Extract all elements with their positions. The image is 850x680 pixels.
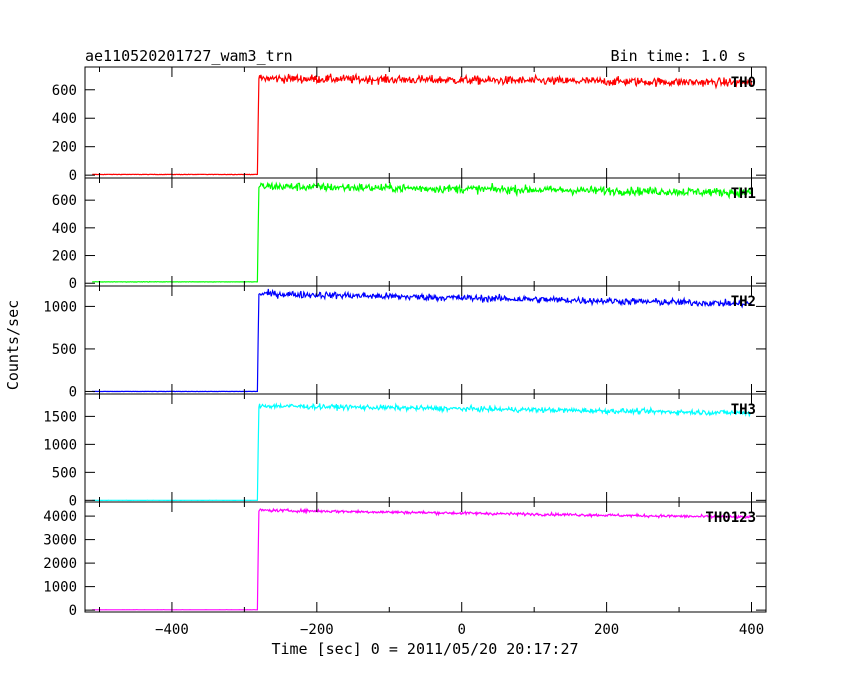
x-tick-label: 400	[739, 622, 764, 638]
x-tick-label: −200	[300, 622, 334, 638]
figure-title: ae110520201727_wam3_trn	[85, 47, 293, 65]
y-tick-label: 1500	[43, 409, 77, 425]
series-line-th0	[92, 72, 753, 176]
panel-frame	[84, 501, 767, 613]
y-tick-label: 200	[52, 249, 77, 265]
x-tick-label: 0	[458, 622, 466, 638]
y-tick-label: 400	[52, 111, 77, 127]
bin-time-label: Bin time: 1.0 s	[611, 47, 746, 65]
y-tick-label: 0	[69, 276, 77, 292]
series-label-th0123: TH0123	[705, 510, 756, 526]
y-tick-label: 1000	[43, 437, 77, 453]
panels-group: 0 200 400 600 TH0 0 200 400 600 TH1 0 500 1000 TH2 0 50…	[43, 66, 767, 619]
y-tick-label: 1000	[43, 299, 77, 315]
y-tick-label: 4000	[43, 509, 77, 525]
y-tick-label: 0	[69, 384, 77, 400]
series-line-th2	[92, 288, 752, 393]
panel-frame	[84, 177, 767, 287]
y-tick-label: 2000	[43, 556, 77, 572]
y-tick-label: 400	[52, 221, 77, 237]
y-tick-label: 0	[69, 493, 77, 509]
y-tick-label: 600	[52, 83, 77, 99]
y-tick-label: 0	[69, 603, 77, 619]
panel-th0: 0 200 400 600 TH0	[52, 66, 767, 184]
x-tick-label: 200	[594, 622, 619, 638]
series-label-th2: TH2	[731, 294, 756, 310]
panel-th3: 0 500 1000 1500 TH3	[43, 393, 767, 509]
series-line-th0123	[92, 507, 752, 611]
y-axis-label: Counts/sec	[4, 300, 22, 390]
y-tick-label: 500	[52, 465, 77, 481]
panel-th0123: 0 1000 2000 3000 4000 TH0123	[43, 501, 767, 619]
y-tick-label: 1000	[43, 580, 77, 596]
x-axis-label: Time [sec] 0 = 2011/05/20 20:17:27	[271, 640, 578, 658]
panel-th1: 0 200 400 600 TH1	[52, 177, 767, 292]
series-label-th0: TH0	[731, 75, 756, 91]
series-line-th3	[92, 402, 752, 502]
panel-th2: 0 500 1000 TH2	[43, 285, 767, 400]
y-tick-label: 500	[52, 342, 77, 358]
y-tick-label: 0	[69, 168, 77, 184]
y-tick-label: 200	[52, 140, 77, 156]
series-line-th1	[92, 181, 753, 283]
series-label-th1: TH1	[731, 186, 756, 202]
series-label-th3: TH3	[731, 402, 756, 418]
x-axis: −400 −200 0 200 400	[155, 622, 764, 638]
y-tick-label: 600	[52, 193, 77, 209]
x-tick-label: −400	[155, 622, 189, 638]
y-tick-label: 3000	[43, 533, 77, 549]
